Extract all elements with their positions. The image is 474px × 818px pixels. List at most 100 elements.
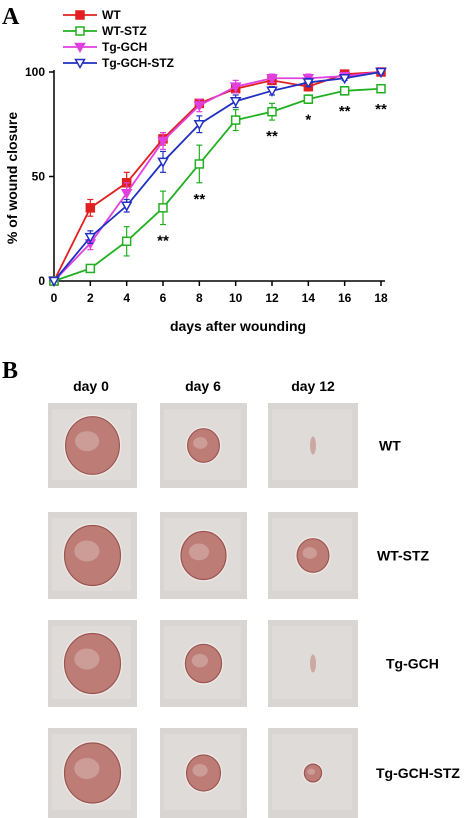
wound-photo (48, 403, 137, 488)
wound-photo (48, 728, 137, 818)
legend-marker (74, 58, 86, 70)
wound-photo-grid: day 0 day 6 day 12 WT WT-STZ Tg-GCH Tg-GCH-ST… (48, 378, 460, 818)
data-point-wt-stz (121, 236, 132, 247)
wound-photo (268, 728, 358, 818)
series-line-tg-gch-stz (53, 71, 382, 282)
x-axis-title: days after wounding (170, 318, 306, 334)
legend-label: WT-STZ (102, 24, 147, 38)
wound-highlight (302, 547, 317, 559)
photo-column-label: day 0 (73, 378, 109, 394)
wound-highlight (74, 758, 100, 779)
data-point-tg-gch-stz (375, 67, 387, 79)
x-tick-label: 16 (338, 291, 352, 305)
data-point-wt-stz (194, 159, 205, 169)
y-axis-ticks: 0 50 100 (25, 65, 54, 288)
photo-row-label: WT (379, 438, 401, 454)
significance-marker: ** (157, 233, 169, 250)
series-tg-gch-stz (48, 67, 387, 288)
x-tick-label: 14 (302, 291, 316, 305)
significance-marker: ** (339, 103, 351, 120)
data-point-tg-gch-stz (193, 120, 206, 131)
y-tick-label: 0 (38, 274, 45, 288)
panel-a-label: A (2, 4, 20, 30)
legend-label: WT (102, 8, 121, 22)
series-layer (48, 67, 387, 288)
photo-cells (48, 403, 358, 818)
data-point-wt-stz (339, 86, 350, 96)
wound-highlight (75, 431, 100, 452)
wound-highlight (188, 543, 210, 561)
data-point-tg-gch-stz (302, 78, 315, 89)
series-wt (49, 67, 386, 286)
wound-photo (268, 512, 358, 599)
x-tick-label: 18 (374, 291, 388, 305)
photo-row-labels: WT WT-STZ Tg-GCH Tg-GCH-STZ (376, 438, 460, 782)
x-tick-label: 0 (51, 291, 58, 305)
x-tick-label: 8 (196, 291, 203, 305)
x-tick-label: 10 (229, 291, 243, 305)
data-point-tg-gch (120, 188, 133, 200)
x-tick-label: 4 (123, 291, 130, 305)
wound-highlight (192, 764, 208, 777)
series-wt-stz (49, 83, 386, 286)
series-line-wt-stz (53, 87, 382, 282)
significance-marker: ** (193, 191, 205, 208)
wound-photo (160, 512, 247, 599)
wound-photo (48, 620, 137, 707)
data-point-tg-gch (266, 74, 278, 85)
data-point-tg-gch-stz (338, 74, 351, 85)
wound-scar (310, 654, 316, 673)
legend: WT WT-STZ Tg-GCH Tg-GCH-STZ (63, 8, 174, 70)
series-line-wt (53, 71, 382, 282)
wound-photo (268, 620, 358, 707)
data-point-wt-stz (158, 203, 168, 213)
x-axis-ticks: 0 2 4 6 8 10 12 14 16 18 (51, 281, 388, 305)
wound-highlight (191, 653, 209, 668)
data-point-tg-gch-stz (229, 97, 242, 108)
legend-label: Tg-GCH-STZ (102, 56, 174, 70)
data-point-wt (85, 203, 96, 213)
data-point-tg-gch (193, 101, 206, 112)
x-tick-label: 2 (87, 291, 94, 305)
legend-label: Tg-GCH (102, 40, 147, 54)
wound-photo (48, 512, 137, 599)
series-line-tg-gch (53, 71, 382, 282)
photo-column-label: day 6 (185, 378, 221, 394)
data-point-tg-gch-stz (157, 157, 169, 168)
photo-row-label: Tg-GCH (386, 656, 439, 672)
panel-b-label: B (2, 358, 18, 384)
wound-photo (268, 403, 358, 488)
legend-marker (75, 10, 85, 20)
photo-skin-texture (272, 626, 352, 699)
data-point-tg-gch-stz (266, 86, 278, 97)
significance-marker: ** (266, 128, 278, 145)
photo-row-label: Tg-GCH-STZ (376, 765, 460, 781)
wound-highlight (74, 540, 100, 562)
wound-scar (310, 436, 316, 455)
data-point-tg-gch (229, 82, 242, 93)
legend-marker (75, 26, 85, 36)
y-tick-label: 50 (32, 170, 46, 184)
data-point-wt-stz (303, 94, 314, 104)
y-tick-label: 100 (25, 65, 45, 79)
data-point-tg-gch-stz (120, 201, 133, 212)
photo-row-label: WT-STZ (377, 548, 430, 564)
series-tg-gch (48, 67, 387, 288)
significance-marker: ** (375, 101, 387, 118)
wound-photo (160, 403, 247, 488)
wound-photo (160, 728, 247, 818)
data-point-wt-stz (230, 115, 241, 125)
legend-marker (74, 42, 86, 54)
x-tick-label: 12 (265, 291, 279, 305)
photo-skin-texture (272, 409, 352, 480)
y-axis-title: % of wound closure (4, 112, 20, 244)
significance-marker: * (305, 111, 311, 128)
significance-annotations: ******* ** ** (157, 101, 387, 250)
photo-column-labels: day 0 day 6 day 12 (73, 378, 335, 394)
photo-column-label: day 12 (291, 378, 335, 394)
wound-highlight (193, 437, 208, 449)
data-point-tg-gch (157, 136, 169, 147)
wound-highlight (307, 768, 316, 775)
